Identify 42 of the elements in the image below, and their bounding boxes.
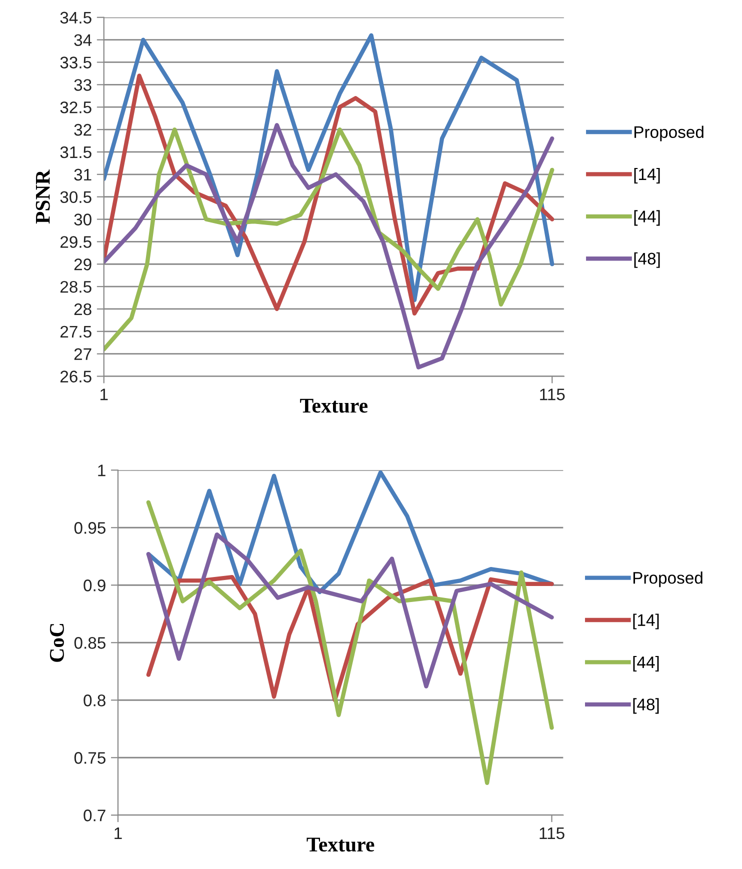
legend-label: [48]: [633, 698, 659, 714]
y-tick-label: 0.9: [84, 580, 106, 592]
y-tick-label: 31: [74, 168, 92, 181]
y-tick-label: 32: [74, 124, 92, 136]
legend-label: Proposed: [633, 572, 702, 588]
line-series: [104, 33, 554, 302]
x-axis-title: Texture: [300, 398, 368, 413]
y-axis-title: PSNR: [36, 169, 50, 224]
y-axis-title: CoC: [50, 624, 64, 662]
line-series: [146, 532, 554, 688]
y-tick-label: 27.5: [60, 326, 92, 338]
y-tick-label: 30: [74, 214, 92, 226]
line-series: [104, 74, 554, 316]
y-tick-label: 29: [74, 258, 92, 270]
x-tick-label: 115: [540, 828, 564, 840]
legend-label: [14]: [634, 168, 660, 184]
y-tick-label: 0.85: [74, 637, 106, 649]
y-tick-label: 27: [74, 348, 92, 360]
legend-label: Proposed: [634, 126, 704, 142]
y-tick-label: 31.5: [60, 146, 92, 158]
y-tick-label: 28.5: [60, 280, 92, 293]
x-axis-title: Texture: [306, 838, 374, 852]
y-tick-label: 33: [74, 79, 92, 91]
y-tick-label: 34: [74, 34, 92, 46]
legend-label: [48]: [634, 252, 660, 268]
y-tick-label: 26.5: [60, 370, 92, 382]
legend-label: [14]: [633, 614, 659, 630]
y-tick-label: 28: [74, 303, 92, 316]
y-tick-label: 29.5: [60, 236, 92, 248]
legend-label: [44]: [634, 210, 660, 226]
y-tick-label: 34.5: [60, 12, 92, 24]
y-tick-label: 0.7: [84, 810, 106, 822]
y-tick-label: 33.5: [60, 56, 92, 68]
y-tick-label: 0.75: [74, 752, 106, 764]
y-tick-label: 0.8: [84, 694, 106, 706]
line-series: [146, 500, 554, 786]
x-tick-label: 115: [540, 388, 565, 400]
legend-label: [44]: [633, 656, 659, 672]
y-tick-label: 30.5: [60, 191, 92, 204]
y-tick-label: 1: [98, 464, 106, 476]
y-tick-label: 0.95: [74, 522, 106, 534]
y-tick-label: 32.5: [60, 102, 92, 114]
